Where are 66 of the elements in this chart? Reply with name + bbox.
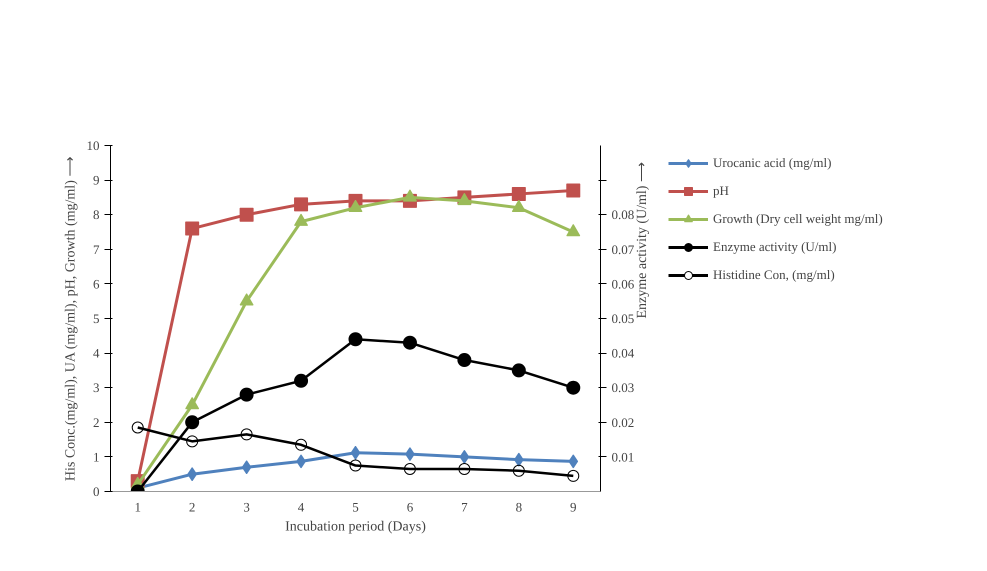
y-tick-label: 6: [93, 276, 100, 292]
point: [294, 374, 308, 388]
y2-axis-title: Enzyme activity (U/ml) ⟶: [634, 162, 650, 318]
point: [568, 454, 578, 468]
x-axis-title: Incubation period (Days): [285, 520, 426, 534]
point: [566, 183, 580, 198]
y-tick-label: 2: [93, 414, 100, 430]
point: [294, 197, 308, 212]
y2-tick-label: 0.05: [612, 311, 634, 326]
point: [512, 464, 525, 477]
point: [240, 388, 254, 402]
legend-label: Urocanic acid (mg/ml): [713, 155, 832, 171]
y-tick-label: 4: [93, 346, 100, 361]
point: [185, 222, 200, 236]
point: [457, 353, 472, 368]
y-axis-title: His Conc.(mg/ml), UA (mg/ml), pH, Growth (mg/ml) ⟶: [64, 156, 78, 482]
point: [402, 189, 417, 202]
y-tick-label: 9: [93, 172, 100, 188]
x-tick-label: 4: [298, 500, 305, 514]
point: [566, 380, 580, 395]
x-tick-label: 5: [352, 500, 359, 514]
y2-tick-label: 0.07: [612, 242, 635, 257]
point: [350, 460, 362, 472]
y2-tick-label: 0.08: [612, 207, 634, 222]
legend-label: Histidine Con, (mg/ml): [713, 267, 835, 283]
x-tick-label: 9: [570, 500, 577, 514]
point: [240, 208, 254, 222]
y-tick-label: 10: [86, 138, 100, 153]
point: [132, 422, 144, 434]
y-tick-label: 0: [93, 484, 100, 499]
point: [458, 463, 470, 475]
x-tick-label: 6: [406, 500, 414, 514]
point: [512, 363, 526, 378]
point: [457, 192, 472, 206]
legend-label: Enzyme activity (U/ml): [713, 239, 836, 255]
point: [512, 200, 526, 212]
y-tick-label: 1: [93, 449, 100, 464]
point: [186, 435, 198, 448]
point: [294, 214, 308, 226]
point: [404, 463, 416, 475]
y-tick-label: 8: [93, 207, 100, 222]
point: [240, 293, 254, 306]
y-tick-label: 7: [93, 242, 100, 257]
point: [348, 200, 362, 212]
x-tick-label: 3: [243, 500, 250, 514]
legend-label: Growth (Dry cell weight mg/ml): [713, 211, 883, 227]
y-tick-label: 5: [93, 311, 100, 326]
y2-tick-label: 0.06: [612, 276, 635, 292]
point: [402, 336, 417, 350]
legend-label: pH: [713, 183, 730, 199]
y2-tick-label: 0.02: [612, 414, 634, 430]
x-tick-label: 1: [134, 500, 141, 514]
y2-tick-label: 0.01: [612, 449, 634, 464]
point: [240, 428, 253, 440]
y2-tick-label: 0.03: [612, 380, 634, 396]
x-tick-label: 8: [516, 500, 522, 514]
x-tick-label: 2: [188, 500, 196, 514]
point: [566, 224, 580, 236]
point: [185, 415, 200, 430]
point: [295, 438, 308, 451]
point: [348, 332, 362, 346]
y2-tick-label: 0.04: [612, 346, 635, 361]
y-tick-label: 3: [93, 380, 100, 396]
x-tick-label: 7: [461, 500, 468, 514]
point: [512, 186, 526, 201]
point: [567, 470, 580, 482]
